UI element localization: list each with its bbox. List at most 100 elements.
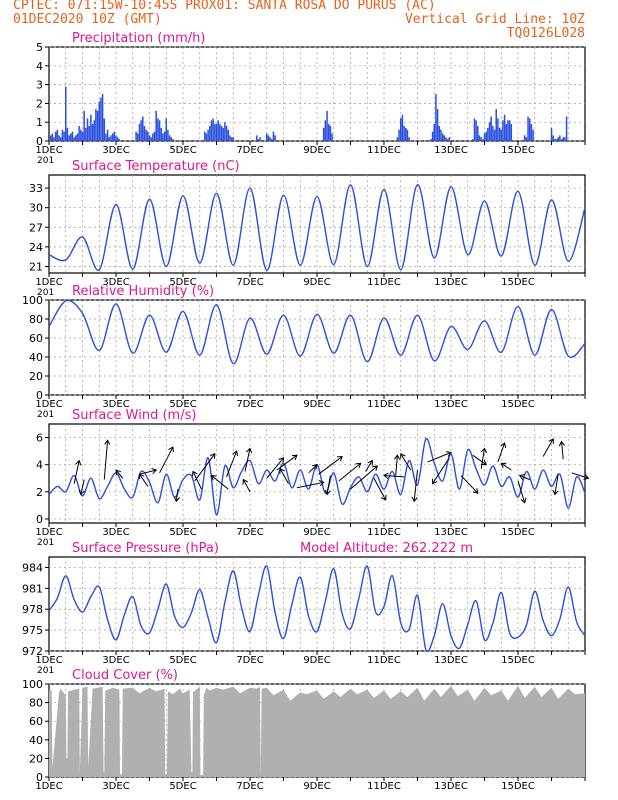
precip-bar (565, 116, 568, 141)
header-vertical-grid-note: Vertical Grid Line: 10Z (404, 12, 585, 27)
precip-bar (399, 118, 402, 141)
wind-wind-vector (192, 471, 202, 490)
precip-bar (488, 122, 491, 141)
precip-bar (215, 124, 218, 141)
rh-xtick-label: 13DEC (434, 399, 468, 410)
temp-xtick-label: 7DEC (236, 277, 263, 288)
precip-bar (324, 120, 327, 141)
wind-xtick-label: 11DEC (367, 527, 401, 538)
precip-bar (550, 127, 553, 141)
cloud-ytick-label: 60 (29, 715, 43, 728)
precip-bar (445, 137, 447, 141)
cloud-xtick-label: 9DEC (303, 781, 330, 792)
precip-bar (473, 118, 476, 141)
precip-title: Precipitation (mm/h) (72, 31, 205, 46)
precip-bar (446, 139, 449, 141)
rh-ytick-label: 0 (36, 389, 43, 402)
precip-bar (80, 129, 82, 141)
precip-bar (135, 131, 137, 141)
precip-bar (145, 129, 147, 141)
precip-bar (217, 120, 219, 141)
pres-annotation: Model Altitude: 262.222 m (300, 541, 473, 556)
precip-bar (528, 118, 531, 141)
precip-bar (430, 139, 432, 141)
wind-xtick-label: 7DEC (236, 527, 263, 538)
rh-xtick-label: 9DEC (303, 399, 330, 410)
wind-wind-vector (373, 478, 387, 501)
cloud-xtick-label: 1DEC (35, 781, 62, 792)
wind-wind-arrowhead (242, 478, 248, 485)
precip-bar (503, 114, 506, 141)
wind-wind-arrowhead (78, 489, 85, 496)
wind-xtick-label: 9DEC (303, 527, 330, 538)
precip-bar (564, 137, 566, 141)
precip-bar (86, 118, 89, 141)
rh-ytick-label: 60 (29, 332, 43, 345)
precip-bar (274, 135, 276, 141)
cloud-ytick-label: 80 (29, 697, 43, 710)
pres-series-line (48, 565, 586, 653)
precip-bar (51, 133, 54, 141)
wind-ytick-label: 2 (36, 486, 43, 499)
temp-xtick-label: 9DEC (303, 277, 330, 288)
precip-bar (157, 118, 159, 141)
precip-bar (93, 120, 95, 141)
cloud-ytick-label: 40 (29, 734, 43, 747)
wind-ytick-label: 6 (36, 432, 43, 445)
wind-wind-arrowhead (138, 473, 145, 480)
header-line-2: 01DEC2020 10Z (GMT) (13, 12, 162, 27)
precip-bar (482, 139, 484, 141)
precip-bar (222, 127, 224, 141)
precip-bar (329, 125, 332, 141)
precip-bar (53, 137, 55, 141)
wind-wind-arrowhead (210, 453, 216, 459)
precip-bar (66, 127, 69, 141)
wind-wind-arrowhead (278, 457, 285, 463)
wind-wind-vector (350, 465, 378, 490)
wind-wind-vector (365, 460, 373, 472)
wind-wind-vector (561, 441, 564, 460)
rh-xtick-label: 3DEC (102, 399, 129, 410)
precip-bar (562, 137, 564, 141)
pres-xtick-label: 1DEC (35, 655, 62, 666)
wind-xtick-label: 13DEC (434, 527, 468, 538)
wind-wind-arrowhead (232, 450, 239, 457)
precip-bar (153, 131, 156, 141)
precip-bar (500, 129, 503, 141)
precip-xtick-label: 7DEC (236, 145, 263, 156)
precip-bar (91, 124, 94, 141)
pres-xtick-label: 11DEC (367, 655, 401, 666)
precip-xtick-label: 1DEC (35, 145, 62, 156)
wind-wind-vector (139, 473, 149, 487)
temp-xtick-label: 1DEC (35, 277, 62, 288)
precip-bar (116, 137, 119, 141)
wind-wind-vector (211, 475, 229, 490)
precip-bar (110, 135, 112, 141)
precip-bar (137, 133, 139, 141)
precip-bar (168, 135, 171, 141)
pres-ytick-label: 984 (22, 561, 43, 574)
pres-ytick-label: 972 (22, 645, 43, 658)
precip-bar (441, 133, 444, 141)
precip-bar (227, 129, 229, 141)
wind-xtick-label: 15DEC (501, 527, 535, 538)
precip-bar (78, 125, 80, 141)
wind-wind-vector (413, 470, 418, 502)
precip-bar (438, 125, 441, 141)
cloud-xtick-label: 3DEC (102, 781, 129, 792)
temp-ytick-label: 33 (29, 182, 43, 195)
precip-bar (492, 125, 494, 141)
precip-bar (158, 120, 161, 141)
precip-bar (436, 109, 439, 141)
precip-bar (405, 127, 407, 141)
wind-wind-vector (242, 479, 251, 493)
precip-bar (327, 124, 330, 141)
wind-wind-arrowhead (548, 438, 554, 444)
temp-xtick-label: 5DEC (169, 277, 196, 288)
wind-wind-vector (460, 475, 479, 494)
wind-wind-vector (400, 453, 412, 471)
wind-title: Surface Wind (m/s) (72, 408, 196, 423)
cloud-xtick-label: 7DEC (236, 781, 263, 792)
rh-xtick-label: 15DEC (501, 399, 535, 410)
